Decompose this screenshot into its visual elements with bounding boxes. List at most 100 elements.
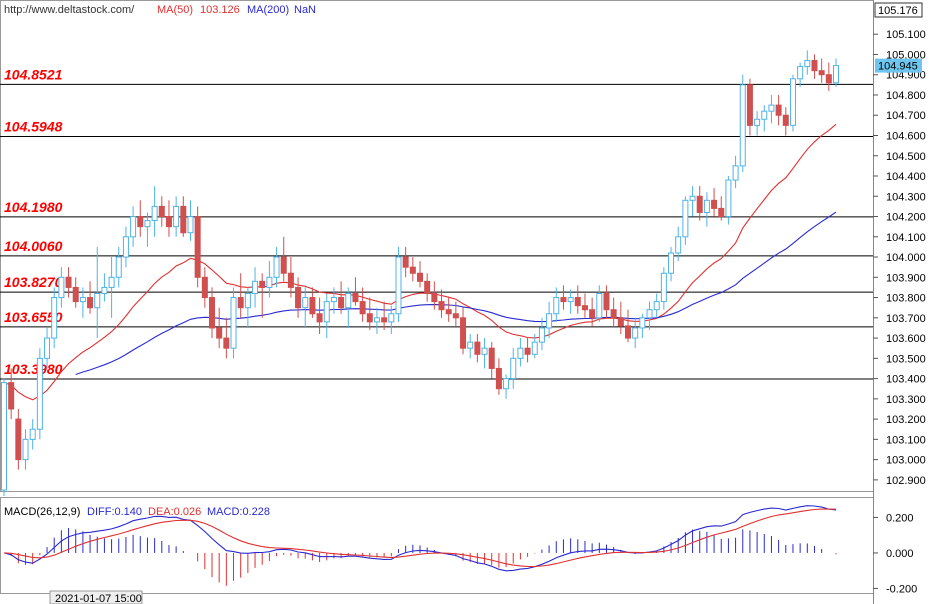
candle-body [596,293,603,319]
price-tick-label: 103.400 [886,374,926,386]
macd-tick-label: 0.000 [886,548,914,560]
current-price-badge [875,58,922,73]
candle-body [732,165,739,181]
price-tick-label: 104.400 [886,171,926,183]
ma50-label: MA(50) [157,4,193,16]
candle-body [137,216,144,228]
level-label: 104.0060 [4,238,63,254]
candle-body [538,327,545,343]
candle-body [266,276,273,288]
price-tick-label: 104.600 [886,130,926,142]
candle-body [237,297,244,309]
candle-body [503,378,510,390]
level-label: 103.3980 [4,361,63,377]
price-tick-label: 103.100 [886,434,926,446]
top-price-label: 105.176 [878,5,918,17]
candle-body [252,280,259,295]
macd-title: MACD(26,12,9) [4,506,80,518]
candle-body [546,313,553,329]
price-panel-frame [0,0,874,492]
candle-body [804,60,811,68]
price-tick-label: 104.200 [886,212,926,224]
candle-body [223,337,230,349]
price-tick-label: 103.500 [886,353,926,365]
level-label: 103.8270 [4,274,63,290]
source-url: http://www.deltastock.com/ [4,4,135,16]
candle-body [51,297,58,339]
candle-body [431,293,438,303]
candle-body [424,280,431,295]
macd-legend: MACD(26,12,9) DIFF:0.140 DEA:0.026 MACD:… [4,506,270,518]
candle-body [581,305,588,311]
candlesticks [1,50,839,497]
candle-body [29,428,36,440]
candle-body [209,297,215,329]
ma50-line [3,123,837,401]
candle-body [144,220,151,228]
candle-body [395,256,402,315]
ma200-value: NaN [294,4,316,16]
candle-body [323,301,330,323]
candle-body [668,252,675,274]
candle-body [381,317,388,323]
candle-body [194,216,201,278]
candle-body [653,301,660,311]
candle-body [273,256,280,278]
price-tick-label: 103.900 [886,272,926,284]
candle-body [632,327,639,339]
candle-body [8,382,15,410]
price-tick-label: 103.600 [886,333,926,345]
candle-body [94,293,101,309]
ma200-line [75,211,837,376]
price-tick-label: 104.700 [886,110,926,122]
candle-body [101,286,108,295]
candle-body [58,276,65,299]
price-tick-label: 104.100 [886,232,926,244]
top-price-badge [874,2,923,18]
candle-body [87,297,94,309]
candle-body [151,205,158,222]
candle-body [718,207,725,218]
macd-tick-label: 0.200 [886,512,914,524]
candle-body [761,110,768,120]
candle-body [603,293,610,311]
candle-body [517,347,524,359]
candle-body [366,313,373,323]
candle-body [703,199,710,213]
price-tick-label: 103.700 [886,313,926,325]
candle-body [359,301,366,315]
support-resistance-levels: 104.8521 104.5948 104.1980 104.0060 103.8270… [0,66,873,380]
candle-body [36,357,43,430]
candle-body [689,195,696,201]
candle-body [510,357,517,380]
candle-body [589,309,596,319]
candle-body [345,293,352,309]
candle-body [768,104,775,112]
macd-tick-label: -0.200 [886,583,917,595]
macd-dea-label: DEA:0.026 [148,506,201,518]
price-tick-label: 103.800 [886,293,926,305]
candle-body [617,317,624,327]
candle-body [746,84,753,126]
date-badge [49,590,143,604]
price-tick-label: 104.500 [886,151,926,163]
candle-body [531,341,538,355]
candle-body [754,118,761,126]
candle-body [639,317,646,329]
candle-body [524,347,531,355]
candle-body [201,276,208,299]
candle-body [373,317,380,323]
candle-body [711,199,718,209]
candle-body [574,297,581,307]
candle-body [775,104,782,116]
candle-body [725,179,732,218]
candle-body [230,297,237,349]
level-label: 104.8521 [4,66,63,82]
candle-body [352,293,359,303]
candle-body [474,341,481,355]
macd-axis: 0.200 0.000 -0.200 [873,512,917,595]
candle-body [553,297,560,315]
candle-body [79,297,86,303]
candle-body [158,205,165,218]
